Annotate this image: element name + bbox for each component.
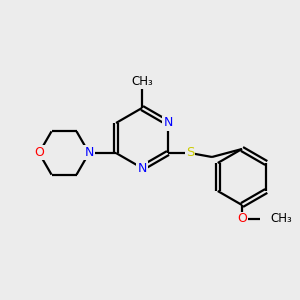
Text: O: O (34, 146, 44, 160)
Text: N: N (137, 161, 147, 175)
Text: N: N (163, 116, 173, 130)
Text: O: O (237, 212, 247, 226)
Text: S: S (186, 146, 194, 160)
Text: N: N (84, 146, 94, 160)
Text: CH₃: CH₃ (270, 212, 292, 226)
Text: CH₃: CH₃ (131, 76, 153, 88)
